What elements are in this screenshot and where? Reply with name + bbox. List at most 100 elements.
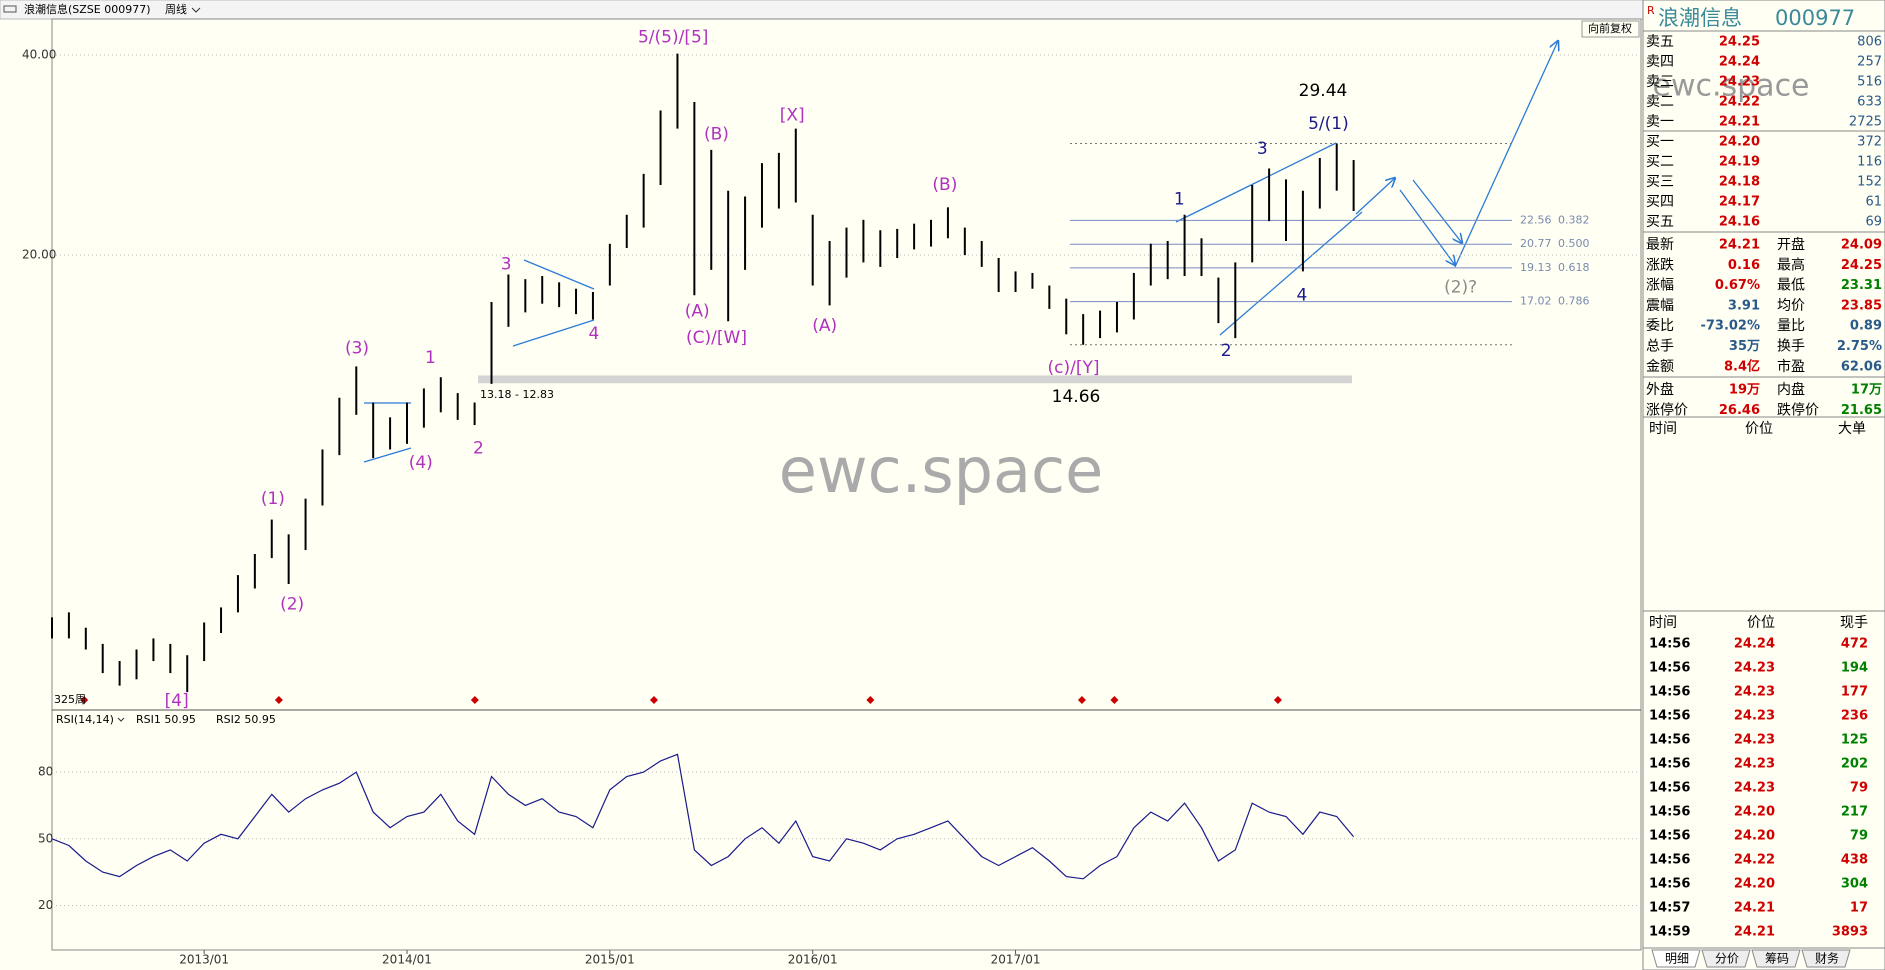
stat-value: 23.85 bbox=[1841, 298, 1882, 313]
icon bbox=[3, 5, 17, 13]
stat-value: 17万 bbox=[1851, 383, 1882, 398]
book-label: 买五 bbox=[1646, 214, 1674, 230]
fib-ratio: 0.382 bbox=[1558, 213, 1590, 226]
y-tick-label: 20.00 bbox=[22, 248, 56, 262]
trade-time: 14:56 bbox=[1649, 661, 1690, 676]
wave-label: (B) bbox=[932, 175, 957, 195]
x-tick-label: 2016/01 bbox=[788, 953, 838, 967]
trade-price: 24.23 bbox=[1734, 709, 1775, 724]
stat-label: 涨幅 bbox=[1646, 278, 1674, 294]
tab[interactable] bbox=[1801, 949, 1851, 968]
period[interactable]: 周线 bbox=[165, 2, 187, 16]
trade-price: 24.23 bbox=[1734, 733, 1775, 748]
trade-time: 14:56 bbox=[1649, 709, 1690, 724]
trade-time: 14:56 bbox=[1649, 733, 1690, 748]
stat-label: 最高 bbox=[1777, 256, 1805, 273]
x-tick-label: 2013/01 bbox=[179, 953, 229, 967]
book-label: 卖三 bbox=[1646, 74, 1674, 90]
panel-separators bbox=[1643, 30, 1885, 949]
list-header: 价位 bbox=[1747, 615, 1775, 631]
wave-label: (1) bbox=[261, 489, 285, 509]
trade-time: 14:59 bbox=[1649, 925, 1690, 940]
trade-price: 24.23 bbox=[1734, 781, 1775, 796]
wave-label: (3) bbox=[345, 339, 369, 359]
trade-price: 24.21 bbox=[1734, 925, 1775, 940]
stat-value: 24.21 bbox=[1719, 238, 1760, 253]
stat-value: 19万 bbox=[1729, 383, 1760, 398]
book-price: 24.19 bbox=[1719, 155, 1760, 170]
trade-price: 24.23 bbox=[1734, 757, 1775, 772]
stat-label: 委比 bbox=[1646, 318, 1674, 334]
trade-price: 24.24 bbox=[1734, 637, 1775, 652]
tab[interactable] bbox=[1651, 949, 1701, 968]
stock-name: 浪潮信息 bbox=[1658, 6, 1742, 30]
adjust-label[interactable]: 向前复权 bbox=[1588, 21, 1632, 35]
y-tick-label: 40.00 bbox=[22, 48, 56, 62]
wave-label: (4) bbox=[409, 453, 433, 473]
trade-price: 24.22 bbox=[1734, 853, 1775, 868]
tab-label[interactable]: 筹码 bbox=[1765, 952, 1789, 966]
trade-time: 14:57 bbox=[1649, 901, 1690, 916]
wave-label: (2)? bbox=[1444, 277, 1477, 297]
wave-label: 2 bbox=[473, 438, 484, 458]
adjust-box[interactable] bbox=[1581, 20, 1640, 38]
rsi-line bbox=[51, 753, 1355, 880]
wave-drawings bbox=[363, 41, 1558, 463]
book-volume: 516 bbox=[1857, 75, 1882, 90]
trade-price: 24.20 bbox=[1734, 877, 1775, 892]
x-tick-label: 2015/01 bbox=[585, 953, 635, 967]
trade-price: 24.20 bbox=[1734, 829, 1775, 844]
fib-price: 20.77 bbox=[1520, 237, 1552, 250]
trade-time: 14:56 bbox=[1649, 805, 1690, 820]
book-volume: 69 bbox=[1865, 215, 1882, 230]
tab-label[interactable]: 财务 bbox=[1815, 951, 1839, 966]
stat-value: 3.91 bbox=[1728, 298, 1760, 313]
book-price: 24.20 bbox=[1719, 135, 1760, 150]
stat-value: 0.67% bbox=[1715, 278, 1760, 293]
book-volume: 633 bbox=[1857, 95, 1882, 110]
stat-value: 8.4亿 bbox=[1724, 358, 1760, 374]
book-label: 买二 bbox=[1646, 154, 1674, 170]
stat-value: 35万 bbox=[1729, 339, 1760, 354]
stat-value: 0.89 bbox=[1850, 319, 1882, 334]
trade-volume: 177 bbox=[1841, 685, 1868, 700]
book-volume: 806 bbox=[1857, 35, 1882, 50]
book-volume: 257 bbox=[1857, 55, 1882, 70]
stat-label: 涨跌 bbox=[1646, 257, 1674, 273]
level-label: 14.66 bbox=[1052, 387, 1101, 407]
wave-label: 3 bbox=[501, 254, 512, 274]
stat-value: 21.65 bbox=[1841, 403, 1882, 418]
stat-value: 26.46 bbox=[1719, 403, 1760, 418]
book-price: 24.23 bbox=[1719, 75, 1760, 90]
wave-label: [X] bbox=[780, 105, 805, 125]
book-volume: 116 bbox=[1857, 155, 1882, 170]
bars-count: 325周 bbox=[54, 693, 86, 706]
trade-time: 14:56 bbox=[1649, 829, 1690, 844]
watermark-small: ewc.space bbox=[1652, 69, 1809, 104]
quote-panel: R 浪潮信息 000977 ewc.space 卖五 24.25 806 卖四 24.2… bbox=[1642, 0, 1885, 970]
wave-label: 2 bbox=[1221, 341, 1232, 361]
tab[interactable] bbox=[1751, 949, 1801, 968]
stat-label: 市盈 bbox=[1777, 358, 1805, 375]
stat-label: 开盘 bbox=[1777, 236, 1805, 253]
band-label: 13.18 - 12.83 bbox=[480, 388, 554, 401]
trade-price: 24.23 bbox=[1734, 685, 1775, 700]
stat-label: 量比 bbox=[1777, 318, 1805, 334]
tab-label[interactable]: 明细 bbox=[1665, 952, 1689, 966]
tab[interactable] bbox=[1701, 949, 1751, 968]
support-band bbox=[478, 375, 1352, 384]
wave-label: 1 bbox=[1174, 190, 1185, 210]
event-marker bbox=[80, 696, 89, 704]
stat-label: 最低 bbox=[1777, 278, 1805, 294]
rsi-name: RSI(14,14) bbox=[56, 713, 114, 726]
book-volume: 372 bbox=[1857, 135, 1882, 150]
wave-label: (A) bbox=[685, 301, 710, 321]
fib-price: 22.56 bbox=[1520, 213, 1552, 226]
book-label: 卖二 bbox=[1646, 94, 1674, 110]
tab-label[interactable]: 分价 bbox=[1715, 952, 1739, 966]
book-price: 24.22 bbox=[1719, 95, 1760, 110]
event-marker bbox=[649, 696, 658, 704]
book-volume: 2725 bbox=[1849, 115, 1882, 130]
